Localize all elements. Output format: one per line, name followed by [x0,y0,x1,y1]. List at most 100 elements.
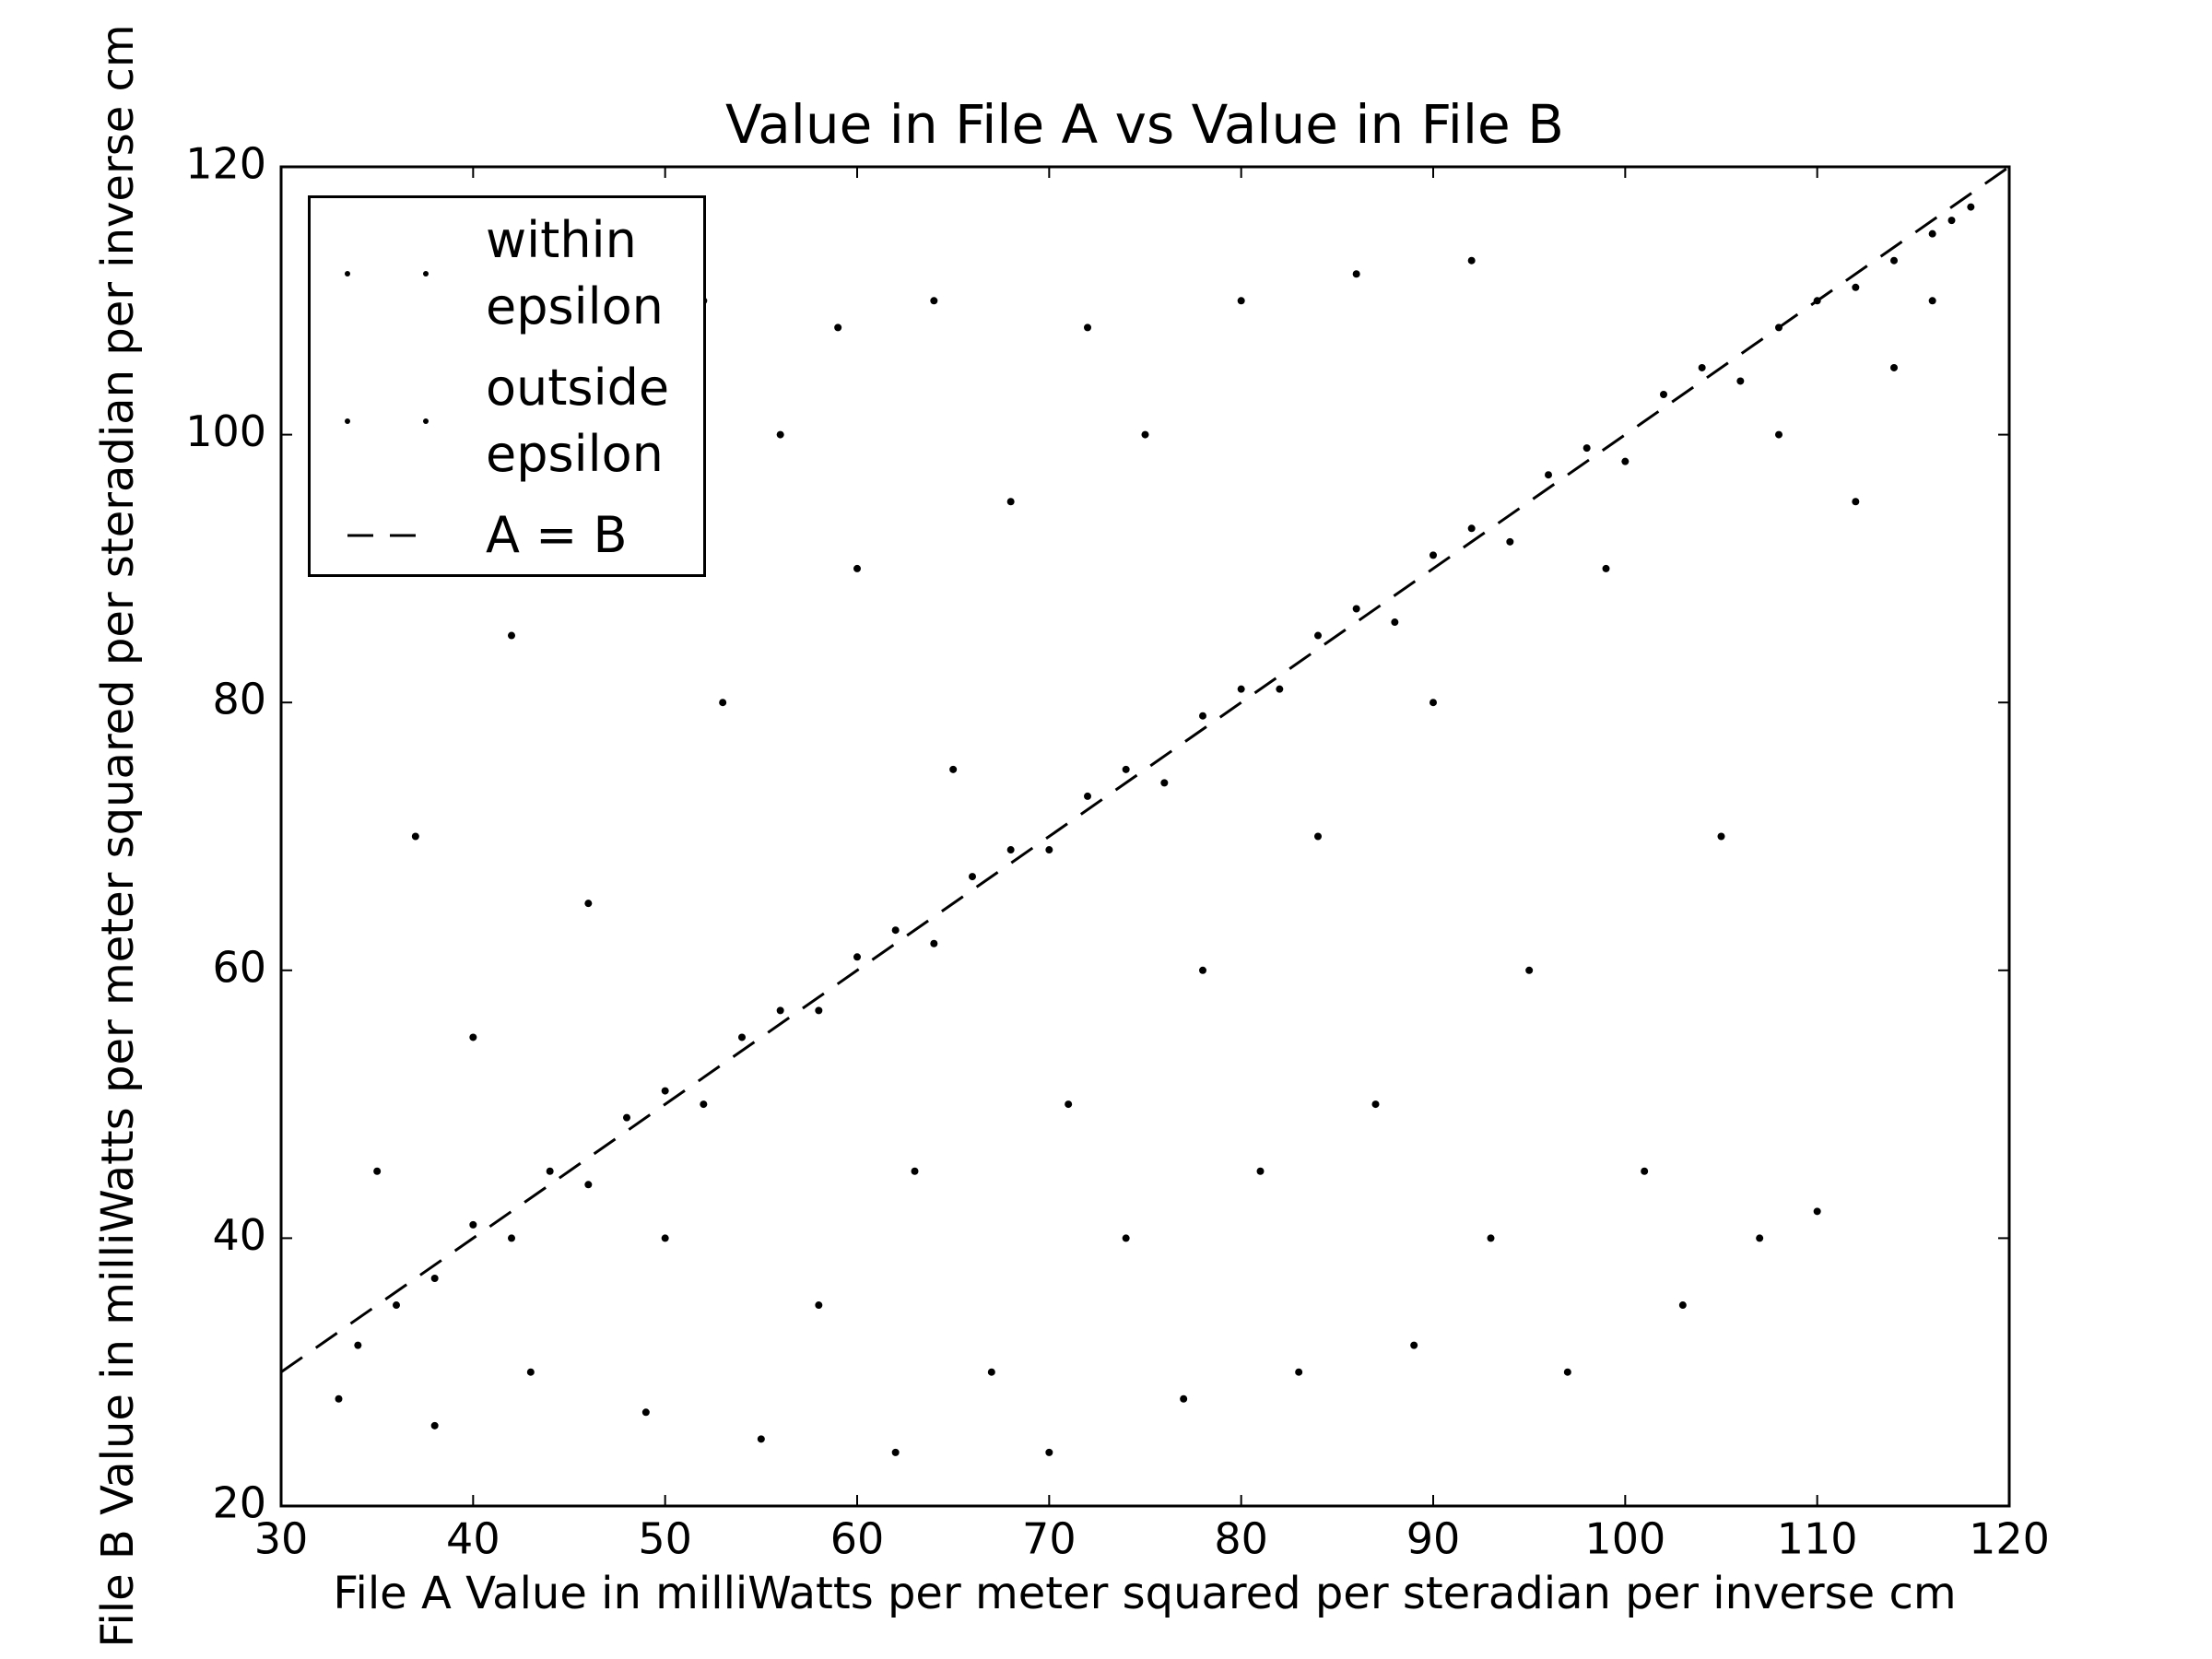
scatter-point [1563,1368,1571,1376]
scatter-point [354,1341,362,1349]
legend-key [311,398,486,444]
scatter-point [1237,685,1245,693]
scatter-point [1890,256,1898,265]
y-tick-label: 60 [212,942,266,992]
scatter-point [469,1033,477,1041]
x-tick-label: 40 [446,1514,500,1564]
scatter-point [1141,430,1149,439]
y-axis-label: File B Value in milliWatts per meter squ… [92,24,144,1647]
scatter-point [373,1167,382,1175]
scatter-point [623,1113,630,1122]
scatter-point [1410,1341,1418,1349]
scatter-point [1775,430,1783,439]
scatter-point [1122,765,1130,773]
scatter-point [546,1167,554,1175]
legend-key [311,512,486,559]
scatter-point [1352,270,1360,278]
scatter-point [1487,1234,1495,1242]
scatter-point [776,430,784,439]
scatter-point [1641,1167,1649,1175]
scatter-point [757,1435,765,1443]
x-tick-label: 120 [1969,1514,2050,1564]
scatter-point [430,1274,439,1282]
scatter-point [1813,1207,1821,1216]
scatter-point [815,1301,823,1310]
x-tick-label: 70 [1022,1514,1077,1564]
scatter-point [911,1167,919,1175]
legend-entry: within epsilon [311,207,703,340]
scatter-point [1006,846,1015,854]
scatter-point [853,564,861,572]
scatter-point [1314,631,1322,640]
scatter-point [508,1234,515,1242]
scatter-point [834,324,842,332]
plot-frame [279,165,2011,1508]
scatter-point [1006,498,1015,506]
x-tick-label: 30 [254,1514,309,1564]
scatter-point [1928,229,1936,238]
scatter-point [1890,363,1898,371]
scatter-point [584,1181,593,1189]
y-tick-label: 80 [212,675,266,724]
plot-area [281,167,2009,1456]
legend-entry: A = B [311,502,703,569]
y-tick-label: 40 [212,1210,266,1260]
scatter-point [1506,537,1514,546]
scatter-point [1045,846,1053,854]
scatter-point [393,1301,400,1310]
scatter-point [1371,1100,1380,1109]
scatter-point [1256,1167,1265,1175]
legend-marker [423,271,429,276]
scatter-point [1237,297,1245,305]
scatter-point [1928,297,1936,305]
scatter-point [1467,524,1476,533]
scatter-point [1467,256,1476,265]
y-tick-label: 120 [185,139,266,189]
scatter-point [738,1033,746,1041]
legend-key-icon [345,271,429,276]
scatter-point [1852,498,1860,506]
legend-marker [423,418,429,424]
scatter-point [526,1368,535,1376]
scatter-point [1122,1234,1130,1242]
scatter-point [700,1100,708,1109]
scatter-point [661,1234,669,1242]
scatter-point [1045,1448,1053,1456]
scatter-point [1391,618,1399,627]
x-tick-label: 90 [1406,1514,1461,1564]
scatter-point [1084,324,1091,332]
x-axis-label: File A Value in milliWatts per meter squ… [333,1568,1956,1619]
scatter-point [1352,605,1360,613]
x-tick-label: 80 [1214,1514,1268,1564]
scatter-point [1660,391,1667,399]
scatter-point [891,926,900,935]
x-tick-label: 50 [638,1514,692,1564]
legend-key-icon [345,418,429,424]
scatter-point [1947,217,1956,225]
x-tick-label: 60 [830,1514,885,1564]
legend-marker [345,271,350,276]
legend-label: outside epsilon [486,359,670,483]
scatter-point [1678,1301,1687,1310]
scatter-point [969,873,976,881]
scatter-point [1180,1394,1188,1403]
scatter-point [1430,551,1437,559]
scatter-point [930,939,938,947]
scatter-point [853,953,861,961]
scatter-point [661,1087,669,1095]
y-tick-label: 100 [185,406,266,456]
scatter-point [430,1421,439,1430]
scatter-point [1545,471,1552,479]
scatter-point [1775,324,1783,332]
scatter-point [1967,203,1975,211]
scatter-point [1717,832,1725,841]
legend-key [311,251,486,297]
legend-label: within epsilon [486,211,664,335]
scatter-point [1199,966,1206,974]
scatter-point [1160,779,1169,787]
scatter-point [1430,699,1437,707]
scatter-point [1813,297,1821,305]
x-tick-label: 110 [1777,1514,1858,1564]
scatter-point [949,765,958,773]
